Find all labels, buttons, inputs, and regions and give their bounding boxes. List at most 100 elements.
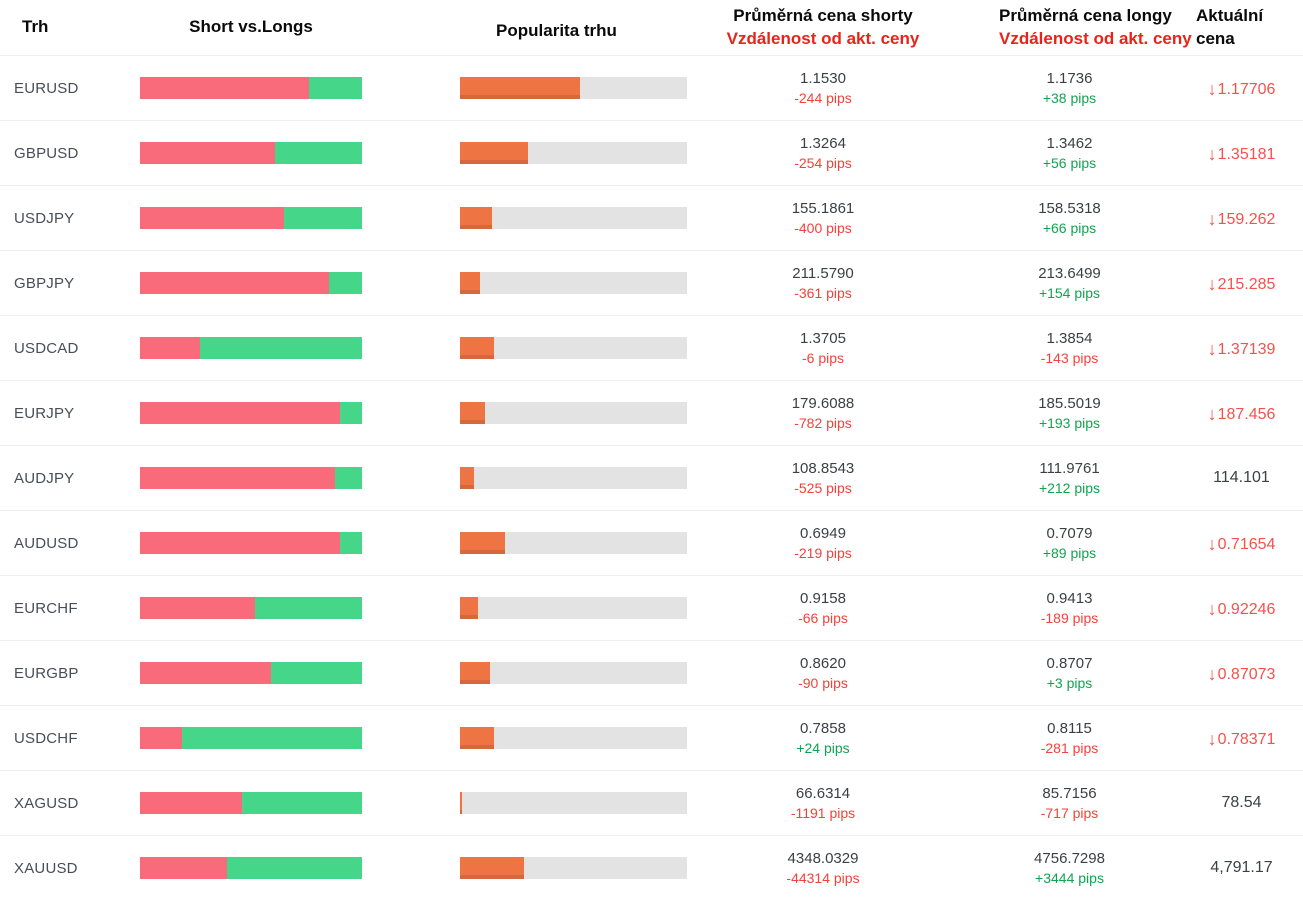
avg-long-pips: -189 pips <box>1040 610 1099 626</box>
avg-long-cell: 1.3854 -143 pips <box>999 330 1140 366</box>
short-bar-segment <box>140 337 200 359</box>
short-vs-long-bar <box>140 597 362 619</box>
short-bar-segment <box>140 727 183 749</box>
popularity-fill <box>460 532 506 554</box>
avg-short-pips: -219 pips <box>794 545 852 561</box>
avg-long-price: 0.8115 <box>1047 720 1092 737</box>
avg-long-price: 1.1736 <box>1046 70 1093 87</box>
short-bar-segment <box>140 532 340 554</box>
popularity-fill <box>460 727 495 749</box>
avg-long-pips: -281 pips <box>1040 740 1099 756</box>
avg-long-price: 0.9413 <box>1046 590 1093 607</box>
pair-label[interactable]: EURUSD <box>14 79 79 97</box>
col-header-current-price: Aktuální cena <box>1196 5 1264 48</box>
popularity-bar <box>460 857 687 879</box>
avg-short-pips: -44314 pips <box>786 870 860 886</box>
col-header-avg-short: Průměrná cena shorty Vzdálenost od akt. … <box>687 5 999 51</box>
short-vs-long-bar <box>140 662 362 684</box>
avg-short-price: 0.6949 <box>800 525 846 542</box>
pair-label[interactable]: USDCHF <box>14 729 78 747</box>
avg-long-price: 0.7079 <box>1046 525 1093 542</box>
avg-long-cell: 0.7079 +89 pips <box>999 525 1140 561</box>
avg-short-price: 155.1861 <box>791 200 855 217</box>
short-bar-segment <box>140 77 309 99</box>
pair-label[interactable]: EURGBP <box>14 664 79 682</box>
avg-long-cell: 0.8707 +3 pips <box>999 655 1140 691</box>
pair-label[interactable]: EURJPY <box>14 404 75 422</box>
table-row: AUDUSD 0.6949 -219 pips 0.7079 +89 pips … <box>0 511 1303 576</box>
current-price-value: 1.17706 <box>1217 80 1276 98</box>
down-arrow-icon: ↓ <box>1207 208 1217 229</box>
table-row: GBPJPY 211.5790 -361 pips 213.6499 +154 … <box>0 251 1303 316</box>
avg-short-title: Průměrná cena shorty <box>733 5 913 25</box>
table-row: EURCHF 0.9158 -66 pips 0.9413 -189 pips … <box>0 576 1303 641</box>
current-price-value: 1.35181 <box>1217 145 1276 163</box>
current-price-cell: ↓1.37139 <box>1140 338 1303 359</box>
avg-long-price: 185.5019 <box>1038 395 1101 412</box>
pair-label[interactable]: XAGUSD <box>14 794 79 812</box>
col-header-avg-long: Průměrná cena longy Vzdálenost od akt. c… <box>999 5 1192 51</box>
avg-short-price: 211.5790 <box>792 265 854 282</box>
short-bar-segment <box>140 792 243 814</box>
current-price-cell: ↓0.71654 <box>1140 533 1303 554</box>
avg-long-cell: 1.1736 +38 pips <box>999 70 1140 106</box>
pair-label[interactable]: AUDJPY <box>14 469 75 487</box>
avg-short-pips: -254 pips <box>794 155 852 171</box>
long-bar-segment <box>284 207 362 229</box>
down-arrow-icon: ↓ <box>1207 663 1217 684</box>
avg-short-price: 108.8543 <box>791 460 855 477</box>
short-vs-long-bar <box>140 467 362 489</box>
short-vs-long-bar <box>140 532 362 554</box>
avg-long-cell: 4756.7298 +3444 pips <box>999 850 1140 886</box>
long-bar-segment <box>339 532 362 554</box>
popularity-bar <box>460 337 687 359</box>
long-bar-segment <box>226 857 362 879</box>
avg-long-cell: 0.9413 -189 pips <box>999 590 1140 626</box>
pair-label[interactable]: EURCHF <box>14 599 78 617</box>
current-price-cell: ↓1.35181 <box>1140 143 1303 164</box>
avg-short-pips: -1191 pips <box>790 805 856 821</box>
current-price-cell: 114.101 <box>1140 469 1303 487</box>
short-bar-segment <box>140 402 340 424</box>
avg-short-price: 1.3705 <box>800 330 846 347</box>
pair-label[interactable]: GBPUSD <box>14 144 79 162</box>
long-bar-segment <box>335 467 362 489</box>
short-vs-long-bar <box>140 857 362 879</box>
avg-long-price: 0.8707 <box>1046 655 1093 672</box>
avg-short-subtitle: Vzdálenost od akt. ceny <box>726 28 920 48</box>
avg-short-price: 1.1530 <box>800 70 846 87</box>
avg-short-cell: 4348.0329 -44314 pips <box>687 850 999 886</box>
avg-long-cell: 213.6499 +154 pips <box>999 265 1140 301</box>
current-price-value: 0.87073 <box>1217 665 1276 683</box>
current-price-value: 187.456 <box>1217 405 1276 423</box>
down-arrow-icon: ↓ <box>1207 78 1217 99</box>
popularity-fill <box>460 597 479 619</box>
pair-label[interactable]: AUDUSD <box>14 534 79 552</box>
down-arrow-icon: ↓ <box>1207 533 1217 554</box>
long-bar-segment <box>182 727 362 749</box>
avg-short-price: 179.6088 <box>791 395 855 412</box>
current-price-cell: ↓187.456 <box>1140 403 1303 424</box>
avg-short-pips: -525 pips <box>794 480 852 496</box>
avg-long-cell: 111.9761 +212 pips <box>999 460 1140 496</box>
long-bar-segment <box>328 272 362 294</box>
pair-label[interactable]: GBPJPY <box>14 274 75 292</box>
pair-label[interactable]: USDCAD <box>14 339 79 357</box>
popularity-fill <box>460 662 490 684</box>
popularity-bar <box>460 272 687 294</box>
popularity-fill <box>460 142 529 164</box>
down-arrow-icon: ↓ <box>1207 403 1217 424</box>
current-price-cell: ↓0.87073 <box>1140 663 1303 684</box>
pair-label[interactable]: XAUUSD <box>14 859 78 877</box>
popularity-fill <box>460 272 481 294</box>
long-bar-segment <box>308 77 362 99</box>
current-price-value: 0.92246 <box>1217 600 1276 618</box>
current-price-value: 215.285 <box>1217 275 1276 293</box>
pair-label[interactable]: USDJPY <box>14 209 75 227</box>
avg-long-price: 111.9761 <box>1039 460 1100 477</box>
short-vs-long-bar <box>140 142 362 164</box>
avg-short-cell: 0.9158 -66 pips <box>687 590 999 626</box>
avg-long-pips: +3 pips <box>1046 675 1093 691</box>
avg-long-price: 158.5318 <box>1038 200 1101 217</box>
